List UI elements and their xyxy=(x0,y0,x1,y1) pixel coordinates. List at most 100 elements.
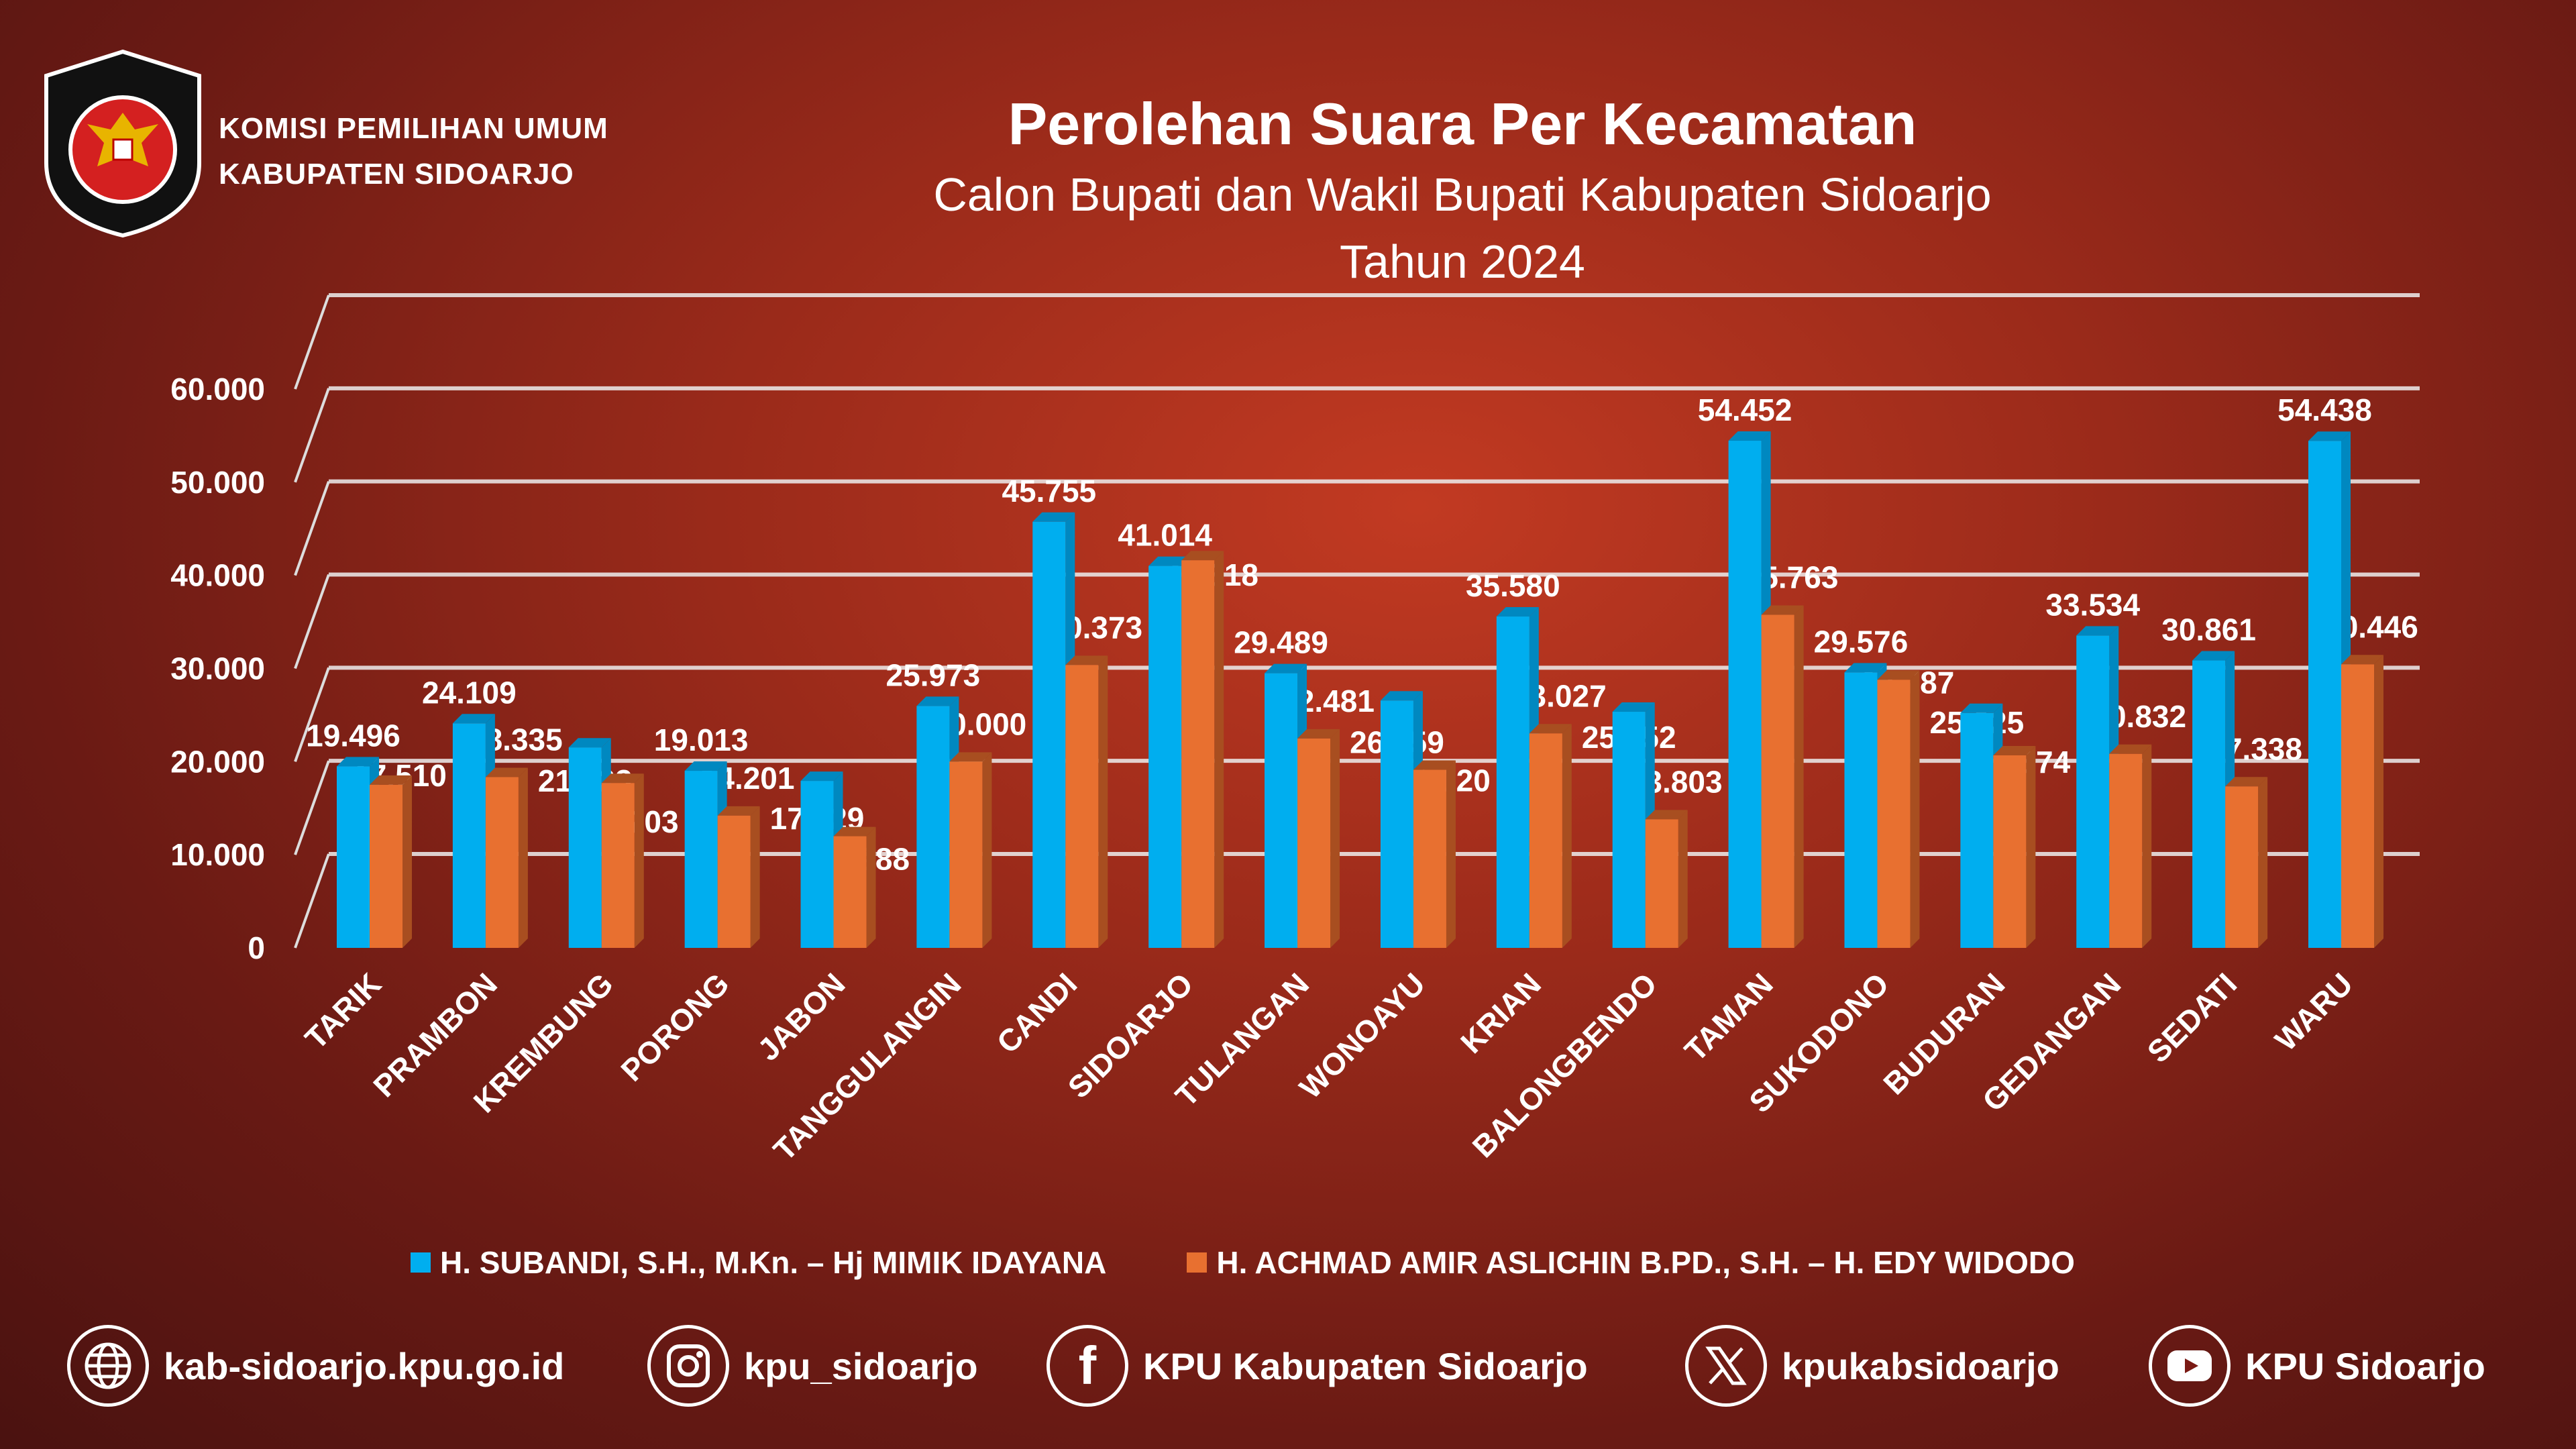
instagram-link[interactable]: kpu_sidoarjo xyxy=(647,1325,978,1407)
bar-side xyxy=(634,773,644,948)
instagram-icon xyxy=(647,1325,729,1407)
bar-subandi xyxy=(337,766,370,948)
bar-side xyxy=(402,775,412,948)
bar-top xyxy=(2192,651,2235,661)
bar-top xyxy=(717,806,760,816)
chart-subtitle-year: Tahun 2024 xyxy=(1340,235,1585,288)
website-link[interactable]: kab-sidoarjo.kpu.go.id xyxy=(67,1325,564,1407)
x-tick-label: WONOAYU xyxy=(1293,966,1432,1105)
bar-chart: 0 10.000 20.000 30.000 40.000 50.000 60.000 19.… xyxy=(170,293,2420,1105)
y-tick-label: 0 xyxy=(248,930,265,965)
bar-top xyxy=(1877,670,1920,680)
legend-item-achmad: H. ACHMAD AMIR ASLICHIN B.PD., S.H. – H.… xyxy=(1187,1244,2075,1281)
bar-top xyxy=(452,714,495,724)
globe-icon xyxy=(67,1325,149,1407)
bar-top xyxy=(1496,607,1539,617)
facebook-link[interactable]: f KPU Kabupaten Sidoarjo xyxy=(1046,1325,1588,1407)
bar-achmad xyxy=(1761,614,1794,948)
bar-top xyxy=(1761,605,1804,615)
chart-titles: Perolehan Suara Per Kecamatan Calon Bupa… xyxy=(724,87,2200,295)
org-line-1: KOMISI PEMILIHAN UMUM xyxy=(219,112,608,145)
bar-top xyxy=(684,761,727,771)
bar-top xyxy=(1380,691,1423,701)
organization-name: KOMISI PEMILIHAN UMUM KABUPATEN SIDOARJO xyxy=(219,106,608,197)
bar-achmad xyxy=(833,836,867,948)
legend-label: H. SUBANDI, S.H., M.Kn. – Hj MIMIK IDAYA… xyxy=(440,1245,1107,1280)
bar-top xyxy=(2225,777,2268,787)
bar-subandi xyxy=(1380,700,1413,948)
bar-top xyxy=(601,773,644,784)
gridline-depth xyxy=(294,667,330,763)
data-label: 33.534 xyxy=(2045,587,2140,622)
x-tick-label: CANDI xyxy=(990,966,1084,1060)
bar-achmad xyxy=(1413,769,1446,948)
data-label: 24.109 xyxy=(422,675,517,710)
bar-top xyxy=(2308,431,2351,441)
bar-top xyxy=(1960,703,2003,713)
bar-subandi xyxy=(2192,660,2226,948)
data-label: 54.438 xyxy=(2277,392,2372,427)
bar-side xyxy=(750,806,760,948)
y-tick-label: 20.000 xyxy=(170,744,265,779)
chart-subtitle: Calon Bupati dan Wakil Bupati Kabupaten … xyxy=(933,168,1992,221)
data-label: 41.014 xyxy=(1118,518,1212,553)
bar-achmad xyxy=(370,784,402,948)
bar-side xyxy=(1330,729,1340,948)
bar-side xyxy=(1214,551,1224,948)
bar-achmad xyxy=(1297,738,1331,948)
bar-side xyxy=(1794,605,1804,948)
bar-top xyxy=(1181,551,1224,561)
bar-top xyxy=(485,767,528,777)
bar-top xyxy=(833,826,876,837)
data-label: 30.861 xyxy=(2161,612,2256,647)
bar-side xyxy=(866,826,876,948)
facebook-text: KPU Kabupaten Sidoarjo xyxy=(1143,1344,1588,1387)
youtube-link[interactable]: KPU Sidoarjo xyxy=(2149,1325,2485,1407)
data-label: 19.013 xyxy=(654,722,749,757)
x-tick-label: SEDATI xyxy=(2141,966,2244,1069)
bar-achmad xyxy=(1065,665,1099,948)
y-tick-label: 50.000 xyxy=(170,465,265,500)
bar-side xyxy=(1910,670,1920,948)
bar-side xyxy=(2142,744,2152,948)
bar-side xyxy=(1446,760,1456,948)
footer: kab-sidoarjo.kpu.go.id kpu_sidoarjo f KP… xyxy=(0,1325,2576,1419)
gridline-depth xyxy=(294,294,330,390)
data-label: 29.489 xyxy=(1234,625,1328,660)
bar-top xyxy=(1612,702,1655,712)
bar-achmad xyxy=(485,777,519,948)
bar-side xyxy=(1562,724,1572,948)
bar-achmad xyxy=(601,783,635,948)
bar-subandi xyxy=(1496,616,1529,948)
bar-side xyxy=(1678,810,1688,948)
legend-swatch-orange xyxy=(1187,1252,1208,1273)
bar-top xyxy=(568,738,611,748)
bar-top xyxy=(1032,512,1075,522)
chart-title: Perolehan Suara Per Kecamatan xyxy=(1008,91,1917,157)
data-label: 29.576 xyxy=(1814,624,1909,659)
data-label: 25.973 xyxy=(886,657,981,692)
y-tick-label: 40.000 xyxy=(170,558,265,593)
x-tick-label: JABON xyxy=(751,966,852,1067)
data-label: 35.580 xyxy=(1466,568,1560,603)
legend-item-subandi: H. SUBANDI, S.H., M.Kn. – Hj MIMIK IDAYA… xyxy=(411,1244,1106,1281)
bar-subandi xyxy=(1265,673,1298,948)
gridline-depth xyxy=(294,388,330,483)
bar-achmad xyxy=(1877,680,1911,948)
bar-top xyxy=(916,696,959,706)
bar-achmad xyxy=(1645,819,1678,948)
bar-top xyxy=(1993,745,2036,755)
y-tick-label: 60.000 xyxy=(170,372,265,407)
y-tick-label: 10.000 xyxy=(170,837,265,872)
x-link[interactable]: kpukabsidoarjo xyxy=(1685,1325,2059,1407)
x-text: kpukabsidoarjo xyxy=(1782,1344,2059,1387)
gridline-depth xyxy=(294,480,330,576)
gridline-depth xyxy=(294,574,330,669)
data-label: 45.755 xyxy=(1002,474,1096,508)
bar-top xyxy=(1413,760,1456,770)
bar-achmad xyxy=(2109,753,2143,948)
x-tick-label: PORONG xyxy=(614,966,735,1087)
bar-achmad xyxy=(2225,786,2259,948)
bar-achmad xyxy=(1529,733,1562,948)
bar-subandi xyxy=(1612,712,1646,948)
